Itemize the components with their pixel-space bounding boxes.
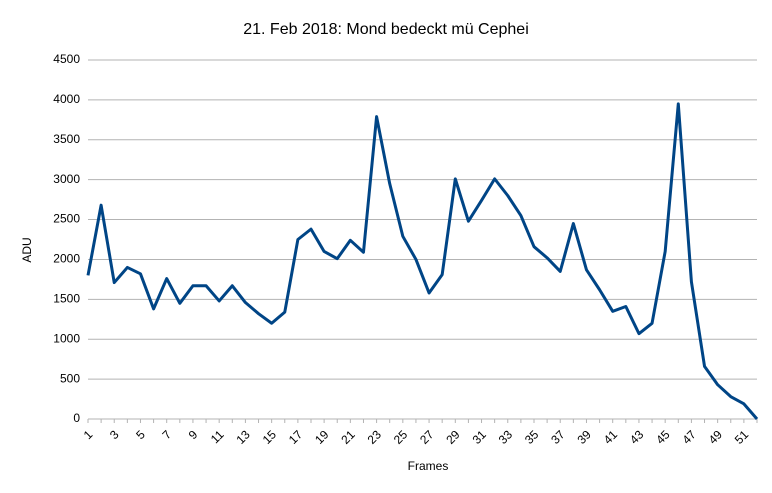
x-tick-label: 39: [574, 427, 594, 447]
x-tick-label: 21: [338, 427, 358, 447]
x-tick-label: 13: [233, 427, 253, 447]
x-tick-label: 19: [312, 427, 332, 447]
x-tick-label: 23: [365, 427, 385, 447]
x-axis-label: Frames: [408, 459, 449, 473]
x-tick-label: 29: [443, 427, 463, 447]
y-tick-label: 4000: [53, 92, 80, 106]
y-tick-label: 500: [60, 371, 80, 385]
y-tick-label: 2500: [53, 212, 80, 226]
x-tick-label: 41: [601, 427, 621, 447]
y-tick-label: 3000: [53, 172, 80, 186]
x-tick-label: 1: [81, 427, 96, 442]
x-tick-label: 35: [522, 427, 542, 447]
x-tick-label: 15: [260, 427, 280, 447]
x-tick-label: 7: [159, 427, 174, 442]
x-tick-label: 5: [133, 427, 148, 442]
x-tick-label: 51: [732, 427, 752, 447]
y-tick-label: 0: [73, 411, 80, 425]
y-tick-label: 4500: [53, 52, 80, 66]
y-tick-label: 3500: [53, 132, 80, 146]
x-tick-label: 47: [679, 427, 699, 447]
x-tick-label: 49: [706, 427, 726, 447]
y-tick-label: 2000: [53, 252, 80, 266]
y-tick-label: 1500: [53, 292, 80, 306]
x-tick-label: 17: [286, 427, 306, 447]
x-tick-label: 25: [391, 427, 411, 447]
x-tick-label: 37: [548, 427, 568, 447]
x-tick-label: 9: [186, 427, 201, 442]
y-tick-label: 1000: [53, 331, 80, 345]
x-tick-label: 33: [496, 427, 516, 447]
x-tick-label: 45: [653, 427, 673, 447]
x-tick-label: 31: [470, 427, 490, 447]
y-axis-label: ADU: [20, 237, 34, 262]
x-tick-label: 11: [208, 427, 227, 446]
chart-title: 21. Feb 2018: Mond bedeckt mü Cephei: [243, 21, 529, 38]
x-tick-label: 3: [107, 427, 122, 442]
x-tick-label: 27: [417, 427, 437, 447]
data-line: [86, 102, 759, 420]
x-tick-label: 43: [627, 427, 647, 447]
